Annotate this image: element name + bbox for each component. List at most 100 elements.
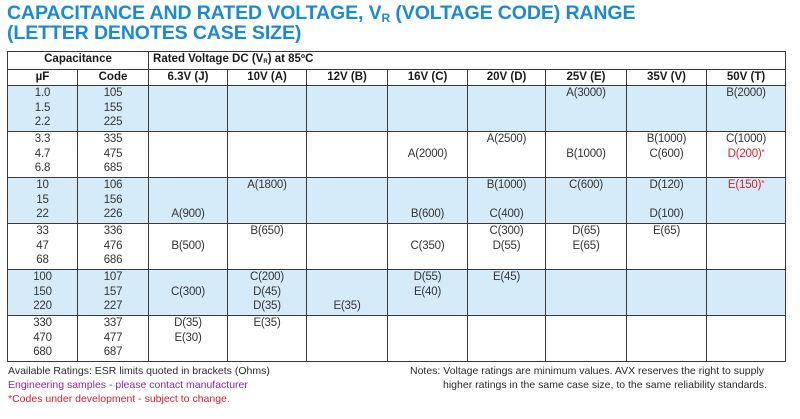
rating-value xyxy=(388,132,467,147)
uf-cell: 100 150 220 xyxy=(7,269,78,316)
rating-cell: E(150)* xyxy=(706,177,787,224)
rating-value xyxy=(707,193,785,208)
rating-value xyxy=(627,299,706,314)
uf-value: 100 xyxy=(33,271,52,283)
rating-cell: B(1000) C(400) xyxy=(467,177,547,224)
code-cell: 335 475 685 xyxy=(76,131,150,178)
rating-cell: E(35) xyxy=(227,315,308,362)
rating-value xyxy=(388,299,467,314)
rating-cell: C(300) D(55) xyxy=(467,223,547,270)
rating-value xyxy=(707,101,785,116)
footer-notes: Notes: Voltage ratings are minimum value… xyxy=(410,364,767,392)
rating-value xyxy=(627,101,706,116)
rating-cell xyxy=(706,223,787,270)
rating-value xyxy=(468,147,545,162)
rating-value xyxy=(546,207,626,222)
voltage-column-header: 20V (D) xyxy=(467,69,547,86)
rating-value xyxy=(388,345,467,360)
rating-cell: C(600) xyxy=(545,177,628,224)
rating-cell: D(120) D(100) xyxy=(626,177,708,224)
rating-value xyxy=(546,193,626,208)
rating-value: B(2000) xyxy=(726,87,766,99)
rating-cell xyxy=(306,85,389,132)
code-value: 157 xyxy=(103,285,123,298)
uf-value: 22 xyxy=(36,208,49,220)
rating-value xyxy=(546,345,626,360)
rating-value: C(1000) xyxy=(725,133,767,145)
rated-header-prefix: Rated Voltage DC (V xyxy=(153,53,264,65)
uf-value: 680 xyxy=(33,346,52,358)
rating-value xyxy=(627,331,706,346)
rating-value xyxy=(149,270,227,285)
rating-cell xyxy=(227,131,308,178)
under-development-marker: * xyxy=(761,179,765,188)
rating-cell: A(3000) xyxy=(545,85,628,132)
rating-value: D(35) xyxy=(174,317,202,329)
uf-value: 47 xyxy=(36,239,49,252)
code-cell: 337 477 687 xyxy=(76,315,150,362)
rating-value: D(55) xyxy=(492,239,521,252)
rating-cell: E(35) xyxy=(306,269,389,316)
code-value: 225 xyxy=(103,116,123,128)
uf-value: 10 xyxy=(36,179,49,191)
code-value: 156 xyxy=(103,193,123,206)
capacitance-group-row: 1.0 1.5 2.2 105 155 225 A(3000) B(2000) xyxy=(7,85,787,132)
rating-cell: C(1000) D(200)* xyxy=(706,131,787,178)
rating-cell xyxy=(306,177,389,224)
rating-value xyxy=(388,101,467,116)
rating-value xyxy=(388,193,467,208)
code-cell: 107 157 227 xyxy=(76,269,150,316)
rating-value xyxy=(149,101,227,116)
rating-value xyxy=(307,331,387,346)
voltage-column-header: 35V (V) xyxy=(626,69,708,86)
rating-cell xyxy=(387,85,469,132)
rating-cell: B(500) xyxy=(148,223,229,270)
code-value: 155 xyxy=(103,101,123,114)
voltage-column-header: 25V (E) xyxy=(545,69,628,86)
rating-cell xyxy=(626,269,708,316)
rating-value xyxy=(468,299,545,314)
title-line-2: (LETTER DENOTES CASE SIZE) xyxy=(7,22,302,44)
rating-value xyxy=(149,115,227,130)
rating-value xyxy=(228,239,306,254)
rating-value xyxy=(627,193,706,208)
code-value: 106 xyxy=(103,179,123,191)
header-row-columns: µF Code 6.3V (J) 10V (A) 12V (B) 16V (C) 20V… xyxy=(7,69,787,86)
rating-value: A(900) xyxy=(171,208,205,220)
rating-value: C(300) xyxy=(489,225,524,237)
code-value: 477 xyxy=(103,331,123,344)
rating-cell: D(65) E(65) xyxy=(545,223,628,270)
rating-value xyxy=(149,147,227,162)
rated-header-suffix: ) at 85ºC xyxy=(267,53,314,65)
uf-value: 33 xyxy=(36,225,49,237)
rating-cell xyxy=(306,223,389,270)
rating-value xyxy=(468,285,545,300)
rating-value xyxy=(546,270,626,285)
rating-cell: E(65) xyxy=(626,223,708,270)
code-value: 687 xyxy=(103,346,123,358)
rating-cell xyxy=(706,269,787,316)
code-value: 685 xyxy=(103,162,123,174)
rating-value xyxy=(307,253,387,268)
rating-value: D(35) xyxy=(253,300,281,312)
rating-value xyxy=(468,253,545,268)
rating-value xyxy=(627,253,706,268)
voltage-column-header: 6.3V (J) xyxy=(148,69,229,86)
rating-value: D(65) xyxy=(572,225,600,237)
rating-value xyxy=(307,132,387,147)
uf-cell: 1.0 1.5 2.2 xyxy=(7,85,78,132)
rating-value xyxy=(307,316,387,331)
rating-cell: B(650) xyxy=(227,223,308,270)
rating-cell: C(200) D(45) D(35) xyxy=(227,269,308,316)
rating-value xyxy=(707,270,785,285)
rating-value xyxy=(388,316,467,331)
rating-value xyxy=(707,285,785,300)
rating-value xyxy=(228,331,306,346)
rating-value: B(500) xyxy=(171,239,205,252)
page-title: CAPACITANCE AND RATED VOLTAGE, VR (VOLTA… xyxy=(7,3,635,43)
code-value: 475 xyxy=(103,147,123,160)
capacitance-group-row: 33 47 68 336 476 686 B(500) B(650) C(350) C(300) D… xyxy=(7,223,787,270)
uf-value: 150 xyxy=(33,285,52,298)
rating-value xyxy=(307,207,387,222)
rating-cell xyxy=(706,315,787,362)
